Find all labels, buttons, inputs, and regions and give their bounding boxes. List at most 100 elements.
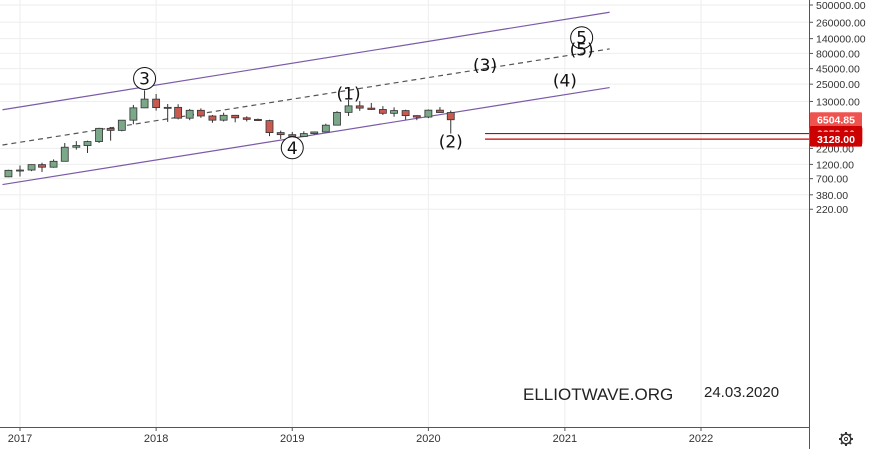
candle-body-up <box>72 145 81 148</box>
candle-body-up <box>333 111 341 126</box>
candle-body-down <box>242 117 251 120</box>
candle <box>333 111 341 126</box>
wave-label: (4) <box>553 72 577 92</box>
candle-body-down <box>208 115 217 121</box>
grid <box>0 0 809 427</box>
candle-body-down <box>288 134 297 137</box>
candle-body-up <box>140 98 149 109</box>
candle-body-up <box>60 146 69 162</box>
candle-body-down <box>436 109 444 113</box>
candle <box>60 142 69 162</box>
candle-body-down <box>265 120 274 133</box>
candle-body-down <box>196 109 205 117</box>
wave-label: (1) <box>337 85 361 105</box>
candle-body-up <box>129 107 138 121</box>
candle <box>401 109 410 120</box>
candle <box>299 131 308 138</box>
price-badges: 6504.857d 18h3858.003128.00 <box>809 112 863 147</box>
candle-body-up <box>95 127 103 142</box>
candle-body-up <box>321 124 330 133</box>
candle-body-down <box>106 127 115 131</box>
wave-label: (5) <box>570 40 594 60</box>
price-badge-label: 6504.85 <box>817 115 855 127</box>
x-tick-label: 2019 <box>280 433 304 445</box>
candle <box>424 109 433 119</box>
candle-body-down <box>38 164 46 168</box>
candle <box>321 123 330 133</box>
candle-body-up <box>185 109 194 119</box>
y-tick-label: 140000.00 <box>816 34 866 46</box>
candle-body-up <box>4 169 13 178</box>
candle <box>106 126 115 141</box>
candle <box>310 131 319 135</box>
candle <box>163 104 172 122</box>
candle-body-up <box>390 110 398 114</box>
y-tick-label: 25000.00 <box>816 79 860 91</box>
candle <box>49 159 58 168</box>
y-tick-label: 45000.00 <box>816 64 860 76</box>
x-tick-label: 2022 <box>689 433 713 445</box>
gear-icon[interactable] <box>839 432 853 446</box>
y-tick-label: 260000.00 <box>816 17 866 29</box>
price-badge <box>810 112 862 128</box>
candle-body-down <box>446 112 455 121</box>
candle-body-up <box>16 169 24 172</box>
channel-mid-line <box>2 48 610 146</box>
x-tick-label: 2021 <box>553 433 577 445</box>
candle <box>378 106 387 115</box>
y-tick-label: 380.00 <box>816 190 848 202</box>
candle-body-down <box>174 106 183 119</box>
candle <box>254 118 262 122</box>
wave-label: (3) <box>473 56 497 76</box>
candle-body-up <box>344 105 353 113</box>
candle <box>4 169 13 178</box>
candle <box>344 99 353 116</box>
candle <box>367 102 376 111</box>
candle <box>242 116 251 122</box>
wave-label: 5 <box>576 29 587 49</box>
candle <box>95 127 103 143</box>
candle-body-down <box>355 105 364 109</box>
candle-body-up <box>424 109 433 118</box>
y-tick-label: 700.00 <box>816 174 848 186</box>
y-tick-label: 80000.00 <box>816 48 860 60</box>
price-badge-label: 3128.00 <box>817 134 855 146</box>
candle-body-down <box>254 118 262 121</box>
candle <box>355 101 364 111</box>
y-tick-label: 220.00 <box>816 204 848 216</box>
x-tick-label: 2018 <box>144 433 168 445</box>
candle-body-up <box>310 131 319 135</box>
candle-body-up <box>219 114 228 121</box>
candle-body-down <box>378 109 387 114</box>
gear-hub <box>843 436 849 442</box>
date-text: 24.03.2020 <box>704 384 779 401</box>
axes: 500000.00 260000.00 140000.00 80000.00 45000… <box>0 0 866 449</box>
x-tick-label: 2020 <box>416 433 440 445</box>
candle <box>276 130 285 139</box>
candle <box>72 141 81 150</box>
candle-body-up <box>49 160 58 168</box>
candle <box>152 94 161 111</box>
x-tick-label: 2017 <box>8 433 32 445</box>
candle-body-down <box>231 114 240 119</box>
candle-body-down <box>276 132 285 136</box>
candles <box>4 90 455 178</box>
candle-body-down <box>412 115 421 118</box>
channel-lines <box>2 11 610 186</box>
watermark: ELLIOTWAVE.ORG <box>523 385 673 404</box>
candle <box>412 115 421 121</box>
candle <box>129 104 138 125</box>
candle <box>140 90 149 109</box>
candle <box>83 140 92 153</box>
candle <box>196 108 205 118</box>
wave-circle <box>280 136 304 160</box>
candle <box>265 119 274 137</box>
candle <box>38 162 46 173</box>
horizontal-levels <box>485 132 809 140</box>
wave-label: (2) <box>439 133 463 153</box>
y-tick-label: 500000.00 <box>816 0 866 12</box>
candle-body-down <box>367 107 376 110</box>
candle-body-up <box>27 164 36 171</box>
wave-label: 3 <box>139 69 150 89</box>
